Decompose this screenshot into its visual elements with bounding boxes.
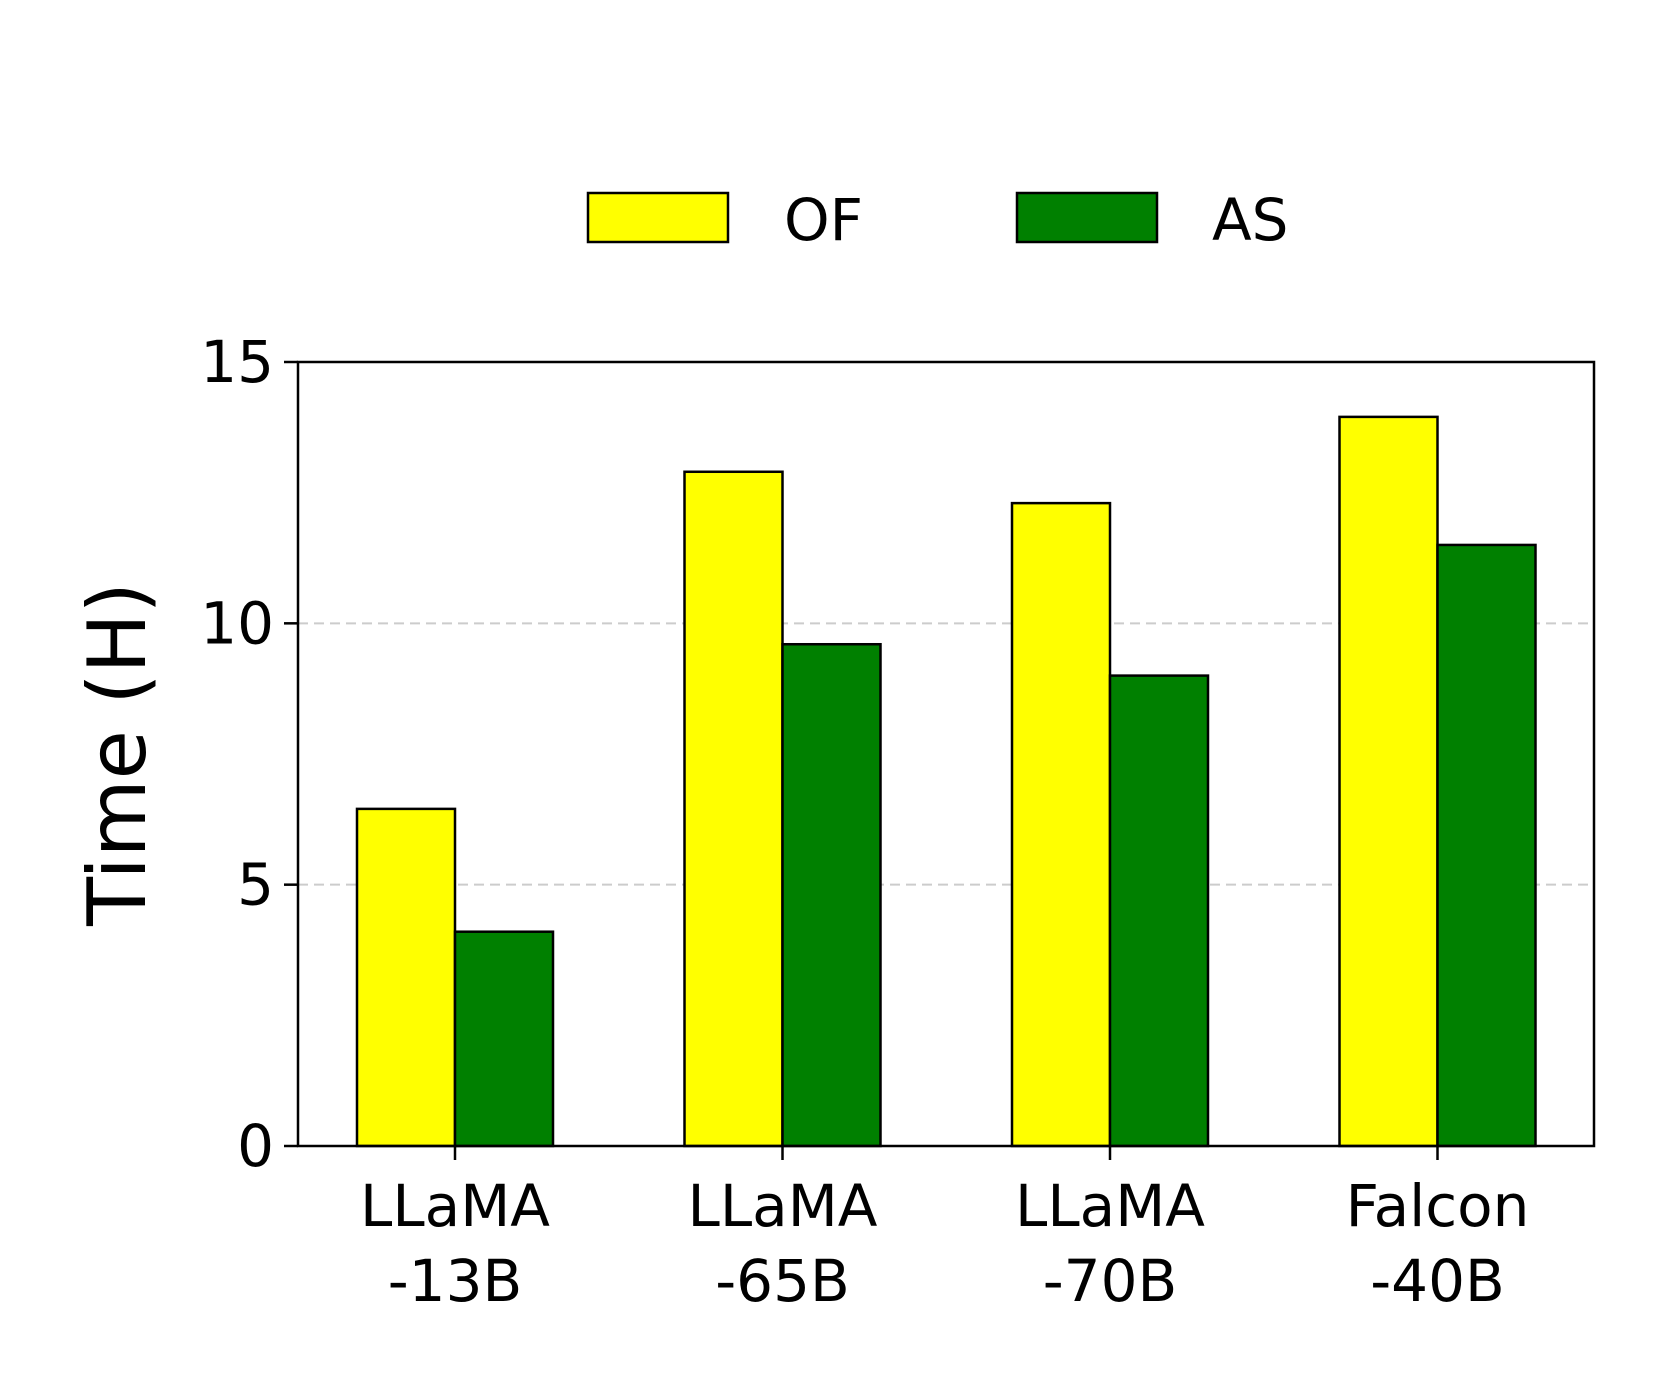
y-tick-label: 10 [200,589,274,657]
x-tick-label: -13B [388,1247,523,1315]
x-tick-label: LLaMA [688,1172,878,1240]
x-tick-label: -70B [1043,1247,1178,1315]
bar-of [1338,415,1439,1148]
bar-as [1436,543,1537,1148]
bar-of [1010,501,1112,1148]
x-tick-label: LLaMA [1015,1172,1205,1240]
plot-frame [296,360,1596,1148]
bar-as [781,642,882,1148]
bar-as [453,930,555,1148]
x-tick-label: -40B [1370,1247,1505,1315]
legend-label-as: AS [1212,186,1289,254]
y-tick-label: 0 [237,1112,274,1180]
bar-of [683,470,784,1148]
legend: OF AS [586,186,1289,254]
y-tick-label: 5 [237,851,274,919]
legend-swatch-of [586,191,730,244]
y-axis: 0 5 10 15 [200,328,298,1180]
x-axis: LLaMA -13B LLaMA -65B LLaMA -70B Falcon -40B [360,1146,1529,1315]
y-tick-label: 15 [200,328,274,396]
y-axis-label: Time (H) [71,582,164,927]
x-tick-label: Falcon [1346,1172,1530,1240]
bar-of [355,807,457,1148]
x-tick-label: -65B [715,1247,850,1315]
legend-swatch-as [1015,191,1159,244]
bar-as [1108,674,1210,1148]
x-tick-label: LLaMA [360,1172,550,1240]
bars [355,415,1537,1148]
legend-label-of: OF [784,186,863,254]
